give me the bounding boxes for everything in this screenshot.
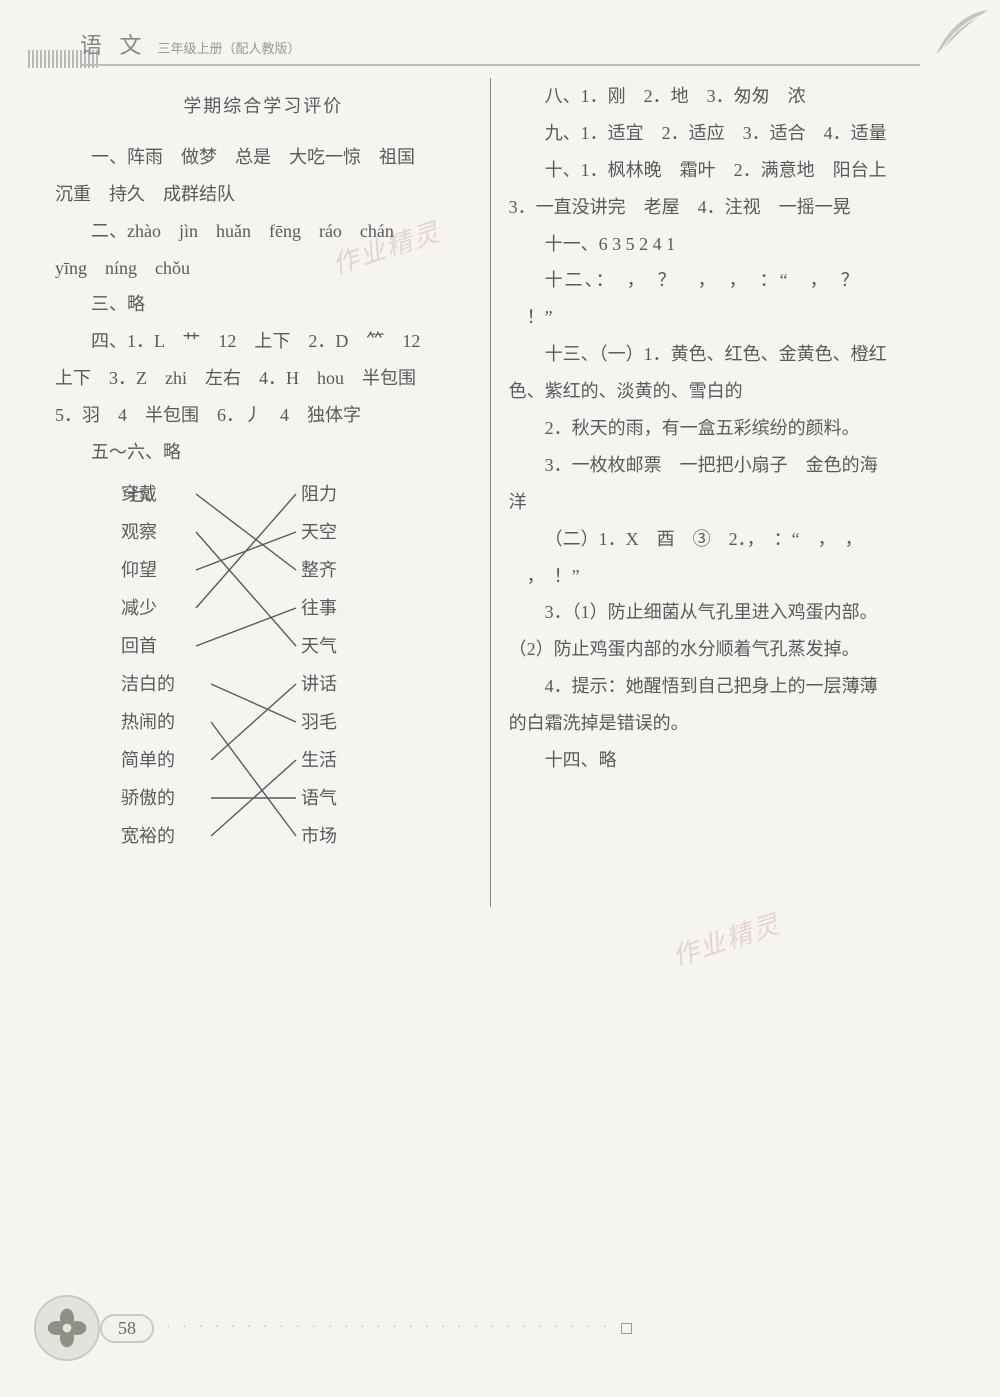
answer-13-2: 2．秋天的雨，有一盒五彩缤纷的颜料。 [509,410,960,447]
match-left-item: 观察 [121,513,175,551]
answer-10b: 3．一直没讲完 老屋 4．注视 一摇一晃 [509,189,960,226]
answer-4: 四、1．L 艹 12 上下 2．D ⺮ 12 [55,323,472,360]
match-left-item: 骄傲的 [121,779,175,817]
left-column: 学期综合学习评价 一、阵雨 做梦 总是 大吃一惊 祖国 沉重 持久 成群结队 二… [55,78,490,907]
answer-10: 十、1．枫林晚 霜叶 2．满意地 阳台上 [509,152,960,189]
right-column: 八、1．刚 2．地 3．匆匆 浓 九、1．适宜 2．适应 3．适合 4．适量 十… [490,78,960,907]
answer-2: 二、zhào jìn huǎn fēng ráo chán [55,213,472,250]
leaf-icon [926,4,994,62]
match-left-item: 减少 [121,589,175,627]
answer-13: 十三、（一）1．黄色、红色、金黄色、橙红 [509,336,960,373]
match-right-item: 语气 [301,779,337,817]
match-right-item: 羽毛 [301,703,337,741]
page-header: 语 文 三年级上册（配人教版） [80,28,301,60]
header-rule [0,64,1000,66]
match-right-item: 整齐 [301,551,337,589]
matching-diagram: 穿戴观察仰望减少回首洁白的热闹的简单的骄傲的宽裕的 阻力天空整齐往事天气讲话羽毛… [91,475,472,907]
answer-13-ii4b: 的白霜洗掉是错误的。 [509,705,960,742]
answer-12: 十二、： ， ？ ， ， ：“ ， ？ [509,262,960,299]
section-title: 学期综合学习评价 [55,88,472,125]
match-left-item: 仰望 [121,551,175,589]
match-left-item: 热闹的 [121,703,175,741]
content-area: 学期综合学习评价 一、阵雨 做梦 总是 大吃一惊 祖国 沉重 持久 成群结队 二… [55,78,960,907]
subject-title: 语 文 [80,28,148,60]
answer-13-iib: ， ！” [509,558,960,595]
answer-13-ii: （二）1．X 酉 ③ 2．， ：“ ， ， [509,521,960,558]
answer-2b: yīng níng chǒu [55,250,472,287]
match-right-item: 讲话 [301,665,337,703]
answer-13-3: 3．一枚枚邮票 一把把小扇子 金色的海 [509,447,960,484]
watermark: 作业精灵 [667,904,785,974]
answer-14: 十四、略 [509,742,960,779]
answer-12b: ！” [509,299,960,336]
answer-13b: 色、紫红的、淡黄的、雪白的 [509,373,960,410]
match-right-item: 天气 [301,627,337,665]
footer-end-square-icon [621,1323,632,1334]
flower-badge-icon [34,1295,100,1361]
answer-3: 三、略 [55,286,472,323]
answer-4b: 上下 3．Z zhi 左右 4．H hou 半包围 [55,360,472,397]
match-right-item: 生活 [301,741,337,779]
match-left-item: 洁白的 [121,665,175,703]
answer-13-ii3b: （2）防止鸡蛋内部的水分顺着气孔蒸发掉。 [509,631,960,668]
answer-1b: 沉重 持久 成群结队 [55,176,472,213]
answer-8: 八、1．刚 2．地 3．匆匆 浓 [509,78,960,115]
page-footer: 58 · · · · · · · · · · · · · · · · · · ·… [34,1295,632,1361]
match-right-item: 市场 [301,817,337,855]
answer-13-3b: 洋 [509,484,960,521]
match-right-item: 往事 [301,589,337,627]
answer-1: 一、阵雨 做梦 总是 大吃一惊 祖国 [55,139,472,176]
match-left-item: 宽裕的 [121,817,175,855]
subject-sub: 三年级上册（配人教版） [158,38,301,57]
match-left-item: 回首 [121,627,175,665]
match-right-item: 阻力 [301,475,337,513]
match-left-item: 简单的 [121,741,175,779]
answer-4c: 5．羽 4 半包围 6．丿 4 独体字 [55,397,472,434]
answer-9: 九、1．适宜 2．适应 3．适合 4．适量 [509,115,960,152]
match-left-item: 穿戴 [121,475,175,513]
match-right-item: 天空 [301,513,337,551]
answer-11: 十一、6 3 5 2 4 1 [509,226,960,263]
answer-13-ii4: 4．提示：她醒悟到自己把身上的一层薄薄 [509,668,960,705]
footer-dots: · · · · · · · · · · · · · · · · · · · · … [166,1320,611,1336]
page-number: 58 [100,1314,154,1343]
answer-13-ii3a: 3．（1）防止细菌从气孔里进入鸡蛋内部。 [509,594,960,631]
answer-5-6: 五～六、略 [55,434,472,471]
